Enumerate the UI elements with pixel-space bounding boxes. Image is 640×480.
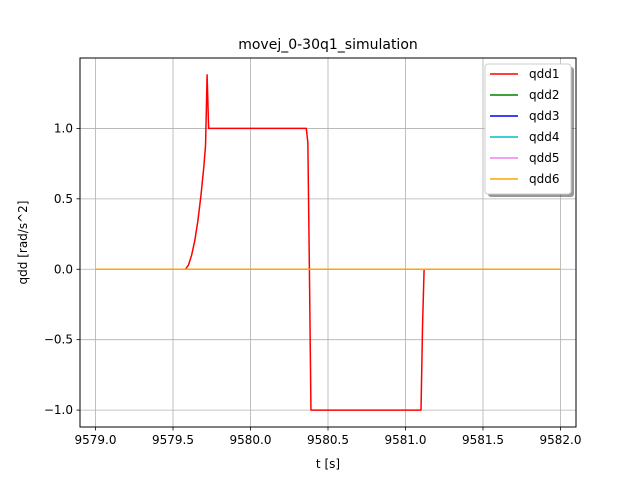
x-tick-label: 9581.5 <box>462 433 504 447</box>
series-line-qdd1 <box>95 74 561 411</box>
legend-label-qdd4: qdd4 <box>529 130 560 144</box>
y-tick-label: −1.0 <box>44 403 73 417</box>
plot-area <box>95 74 561 411</box>
y-tick-label: −0.5 <box>44 333 73 347</box>
x-axis: 9579.0 9579.5 9580.0 9580.5 9581.0 9581.5 9582… <box>75 427 582 447</box>
y-axis-label: qdd [rad/s^2] <box>16 201 30 285</box>
legend-label-qdd3: qdd3 <box>529 109 560 123</box>
x-tick-label: 9579.0 <box>75 433 117 447</box>
x-tick-label: 9580.5 <box>307 433 349 447</box>
x-tick-label: 9579.5 <box>152 433 194 447</box>
x-tick-label: 9581.0 <box>385 433 427 447</box>
y-axis: −1.0 −0.5 0.0 0.5 1.0 <box>44 121 80 417</box>
legend: qdd1 qdd2 qdd3 qdd4 qdd5 qdd6 <box>484 63 574 197</box>
x-tick-label: 9580.0 <box>230 433 272 447</box>
x-tick-label: 9582.0 <box>540 433 582 447</box>
legend-label-qdd5: qdd5 <box>529 151 560 165</box>
y-tick-label: 0.0 <box>54 262 73 276</box>
legend-label-qdd2: qdd2 <box>529 88 560 102</box>
legend-label-qdd1: qdd1 <box>529 67 560 81</box>
legend-label-qdd6: qdd6 <box>529 172 560 186</box>
x-axis-label: t [s] <box>316 457 340 471</box>
chart-title: movej_0-30q1_simulation <box>238 37 418 53</box>
legend-box <box>484 63 572 195</box>
y-tick-label: 0.5 <box>54 192 73 206</box>
y-tick-label: 1.0 <box>54 121 73 135</box>
